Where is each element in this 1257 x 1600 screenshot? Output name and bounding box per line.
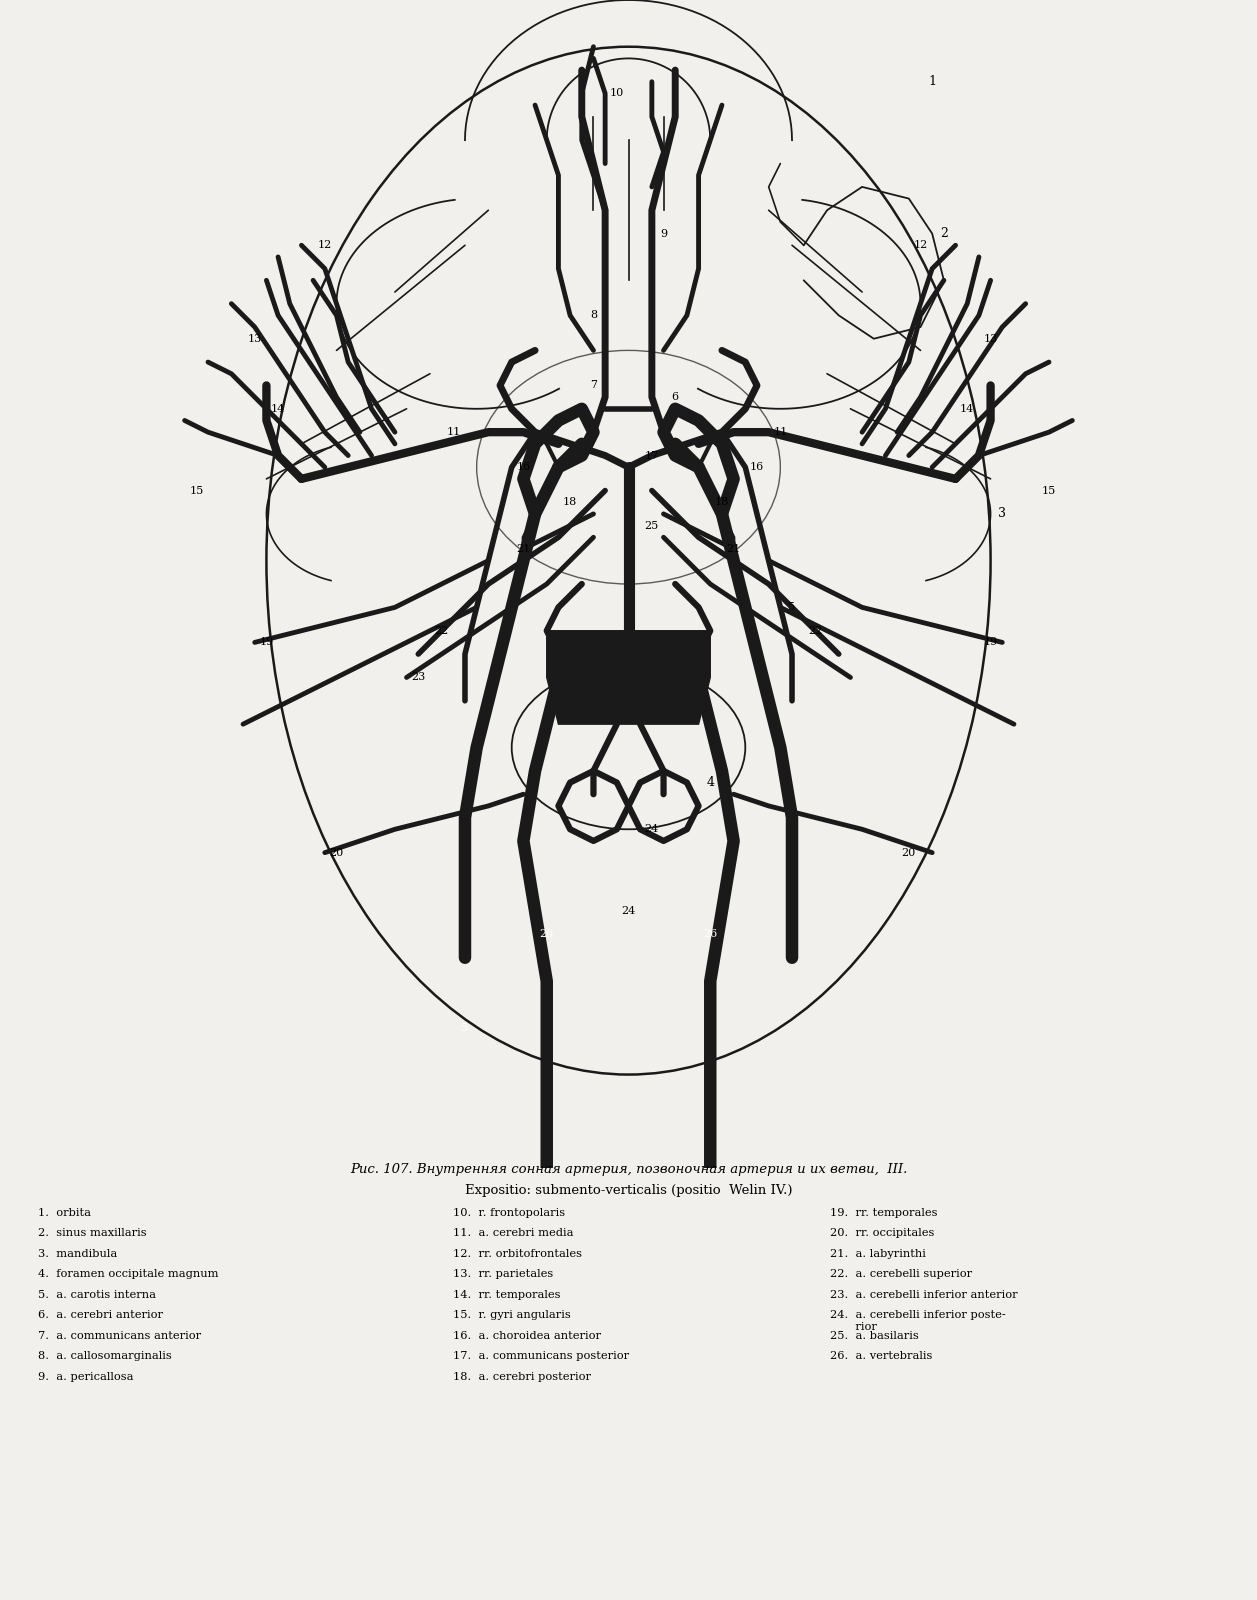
- Text: 3.  mandibula: 3. mandibula: [38, 1250, 117, 1259]
- Text: Рис. 107. Внутренняя сонная артерия, позвоночная артерия и их ветви,  III.: Рис. 107. Внутренняя сонная артерия, поз…: [349, 1163, 908, 1176]
- Text: 23.  a. cerebelli inferior anterior: 23. a. cerebelli inferior anterior: [830, 1290, 1017, 1299]
- Text: 19.  rr. temporales: 19. rr. temporales: [830, 1208, 938, 1218]
- Text: 26.  a. vertebralis: 26. a. vertebralis: [830, 1352, 931, 1362]
- Text: 12: 12: [914, 240, 928, 250]
- Text: 6: 6: [671, 392, 679, 402]
- Text: 1.  orbita: 1. orbita: [38, 1208, 91, 1218]
- Text: 25.  a. basilaris: 25. a. basilaris: [830, 1331, 919, 1341]
- Text: 11: 11: [446, 427, 460, 437]
- Text: 14.  rr. temporales: 14. rr. temporales: [453, 1290, 561, 1299]
- Text: 21: 21: [517, 544, 530, 554]
- Text: 21: 21: [727, 544, 740, 554]
- Text: 10.  r. frontopolaris: 10. r. frontopolaris: [453, 1208, 564, 1218]
- Text: 18.  a. cerebri posterior: 18. a. cerebri posterior: [453, 1371, 591, 1382]
- Text: 21.  a. labyrinthi: 21. a. labyrinthi: [830, 1250, 925, 1259]
- Text: 15.  r. gyri angularis: 15. r. gyri angularis: [453, 1310, 571, 1320]
- Text: 24: 24: [645, 824, 659, 834]
- Text: 4.  foramen occipitale magnum: 4. foramen occipitale magnum: [38, 1269, 219, 1280]
- Text: 24: 24: [621, 906, 636, 917]
- Text: 26: 26: [703, 930, 718, 939]
- Text: 5: 5: [461, 1022, 469, 1034]
- Text: 20.  rr. occipitales: 20. rr. occipitales: [830, 1229, 934, 1238]
- Text: 9: 9: [660, 229, 667, 238]
- Text: 24.  a. cerebelli inferior poste-
       rior: 24. a. cerebelli inferior poste- rior: [830, 1310, 1006, 1331]
- Text: 6.  a. cerebri anterior: 6. a. cerebri anterior: [38, 1310, 162, 1320]
- Polygon shape: [547, 630, 710, 725]
- Text: 17: 17: [645, 451, 659, 461]
- Text: 20: 20: [329, 848, 343, 858]
- Text: 17.  a. communicans posterior: 17. a. communicans posterior: [453, 1352, 628, 1362]
- Text: 20: 20: [901, 848, 916, 858]
- Text: 9.  a. pericallosa: 9. a. pericallosa: [38, 1371, 133, 1382]
- Text: 16: 16: [517, 462, 530, 472]
- Text: 15: 15: [190, 485, 204, 496]
- Text: 22: 22: [435, 626, 449, 635]
- Text: 8: 8: [590, 310, 597, 320]
- Text: 3: 3: [998, 507, 1007, 520]
- Text: 14: 14: [272, 403, 285, 414]
- Text: 7.  a. communicans anterior: 7. a. communicans anterior: [38, 1331, 201, 1341]
- Text: 22.  a. cerebelli superior: 22. a. cerebelli superior: [830, 1269, 972, 1280]
- Text: 15: 15: [1042, 485, 1056, 496]
- Text: 14: 14: [960, 403, 974, 414]
- Text: 26: 26: [539, 930, 554, 939]
- Text: 2: 2: [940, 227, 948, 240]
- Text: 12: 12: [318, 240, 332, 250]
- Text: 11.  a. cerebri media: 11. a. cerebri media: [453, 1229, 573, 1238]
- Text: 22: 22: [808, 626, 822, 635]
- Text: 5.  a. carotis interna: 5. a. carotis interna: [38, 1290, 156, 1299]
- Text: 12.  rr. orbitofrontales: 12. rr. orbitofrontales: [453, 1250, 582, 1259]
- Text: 16.  a. choroidea anterior: 16. a. choroidea anterior: [453, 1331, 601, 1341]
- Text: 2.  sinus maxillaris: 2. sinus maxillaris: [38, 1229, 146, 1238]
- Text: 8.  a. callosomarginalis: 8. a. callosomarginalis: [38, 1352, 171, 1362]
- Text: 16: 16: [750, 462, 764, 472]
- Text: 7: 7: [590, 381, 597, 390]
- Text: 19: 19: [259, 637, 274, 648]
- Text: 13.  rr. parietales: 13. rr. parietales: [453, 1269, 553, 1280]
- Text: 19: 19: [983, 637, 998, 648]
- Text: 13: 13: [248, 334, 261, 344]
- Text: 4: 4: [706, 776, 714, 789]
- Text: 23: 23: [411, 672, 425, 683]
- Text: 18: 18: [563, 498, 577, 507]
- Text: Expositio: submento-verticalis (positio  Welin IV.): Expositio: submento-verticalis (positio …: [465, 1184, 792, 1197]
- Text: 10: 10: [610, 88, 623, 99]
- Text: 1: 1: [928, 75, 936, 88]
- Text: 11: 11: [773, 427, 787, 437]
- Text: 13: 13: [983, 334, 998, 344]
- Text: 25: 25: [645, 520, 659, 531]
- Text: 18: 18: [715, 498, 729, 507]
- Text: 5: 5: [788, 602, 796, 613]
